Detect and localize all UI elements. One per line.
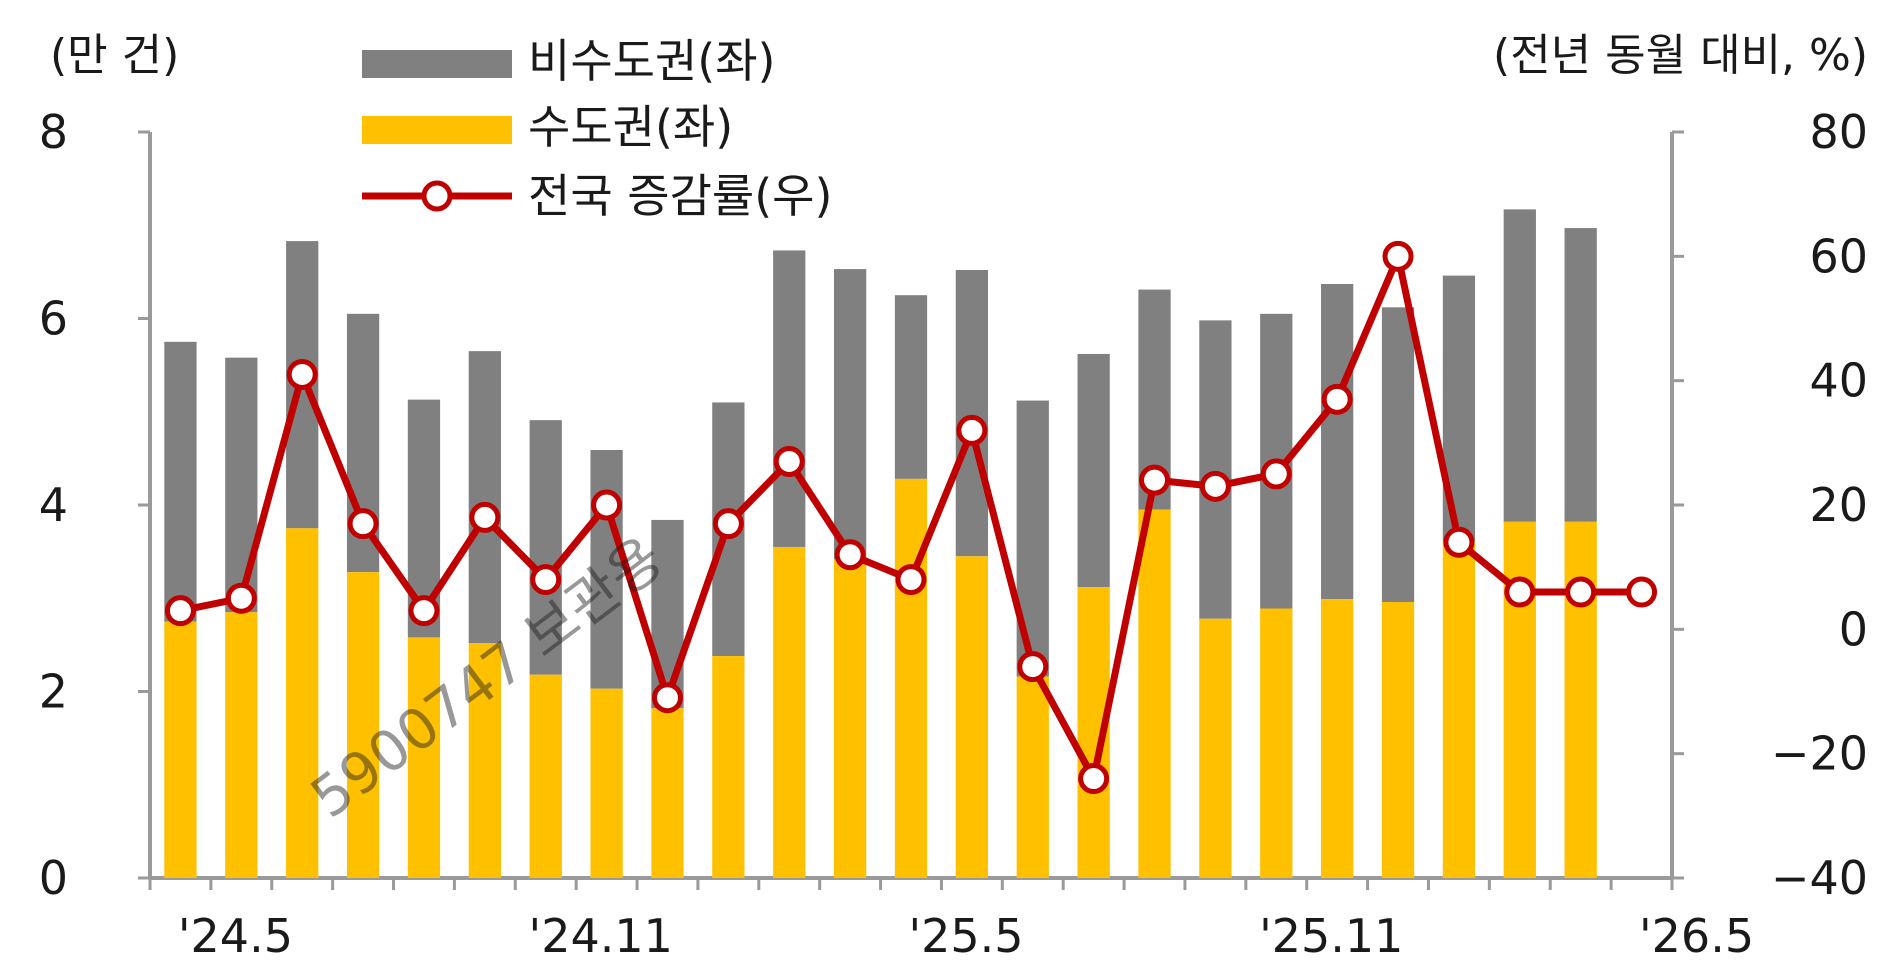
- left-axis-tick-label: 6: [39, 292, 68, 346]
- bar-non-capital: [468, 351, 501, 644]
- bar-capital: [590, 688, 623, 878]
- right-axis-unit: (전년 동월 대비, %): [1493, 30, 1868, 81]
- legend-label-national-rate: 전국 증감률(우): [528, 169, 832, 223]
- right-axis-tick-label: −20: [1771, 727, 1868, 781]
- bar-capital: [1321, 599, 1354, 878]
- x-axis-tick-label: '24.5: [178, 909, 293, 963]
- line-point-national-rate: [651, 682, 683, 714]
- bar-capital: [1503, 521, 1536, 878]
- bar-non-capital: [1321, 283, 1354, 600]
- bar-capital: [894, 478, 928, 878]
- line-point-national-rate: [591, 489, 623, 521]
- bar-non-capital: [529, 420, 562, 675]
- x-axis-tick-label: '25.5: [908, 909, 1023, 963]
- left-axis-tick-label: 8: [39, 105, 68, 159]
- bar-capital: [712, 656, 745, 878]
- right-axis-tick-label: 40: [1809, 354, 1868, 408]
- line-point-national-rate: [225, 582, 257, 614]
- bar-capital: [1564, 521, 1597, 878]
- x-axis-tick-label: '24.11: [529, 909, 673, 963]
- legend-label-capital: 수도권(좌): [528, 100, 733, 154]
- bar-capital: [1381, 601, 1415, 878]
- bar-capital: [1260, 608, 1293, 878]
- x-axis-tick-label: '26.5: [1639, 909, 1754, 963]
- label-layer: 0 2 4 6 8 −40 −20 0 20 40 60 80 '24.5 '24.11 '25.5 '25.…: [39, 105, 1868, 963]
- bar-capital: [1016, 676, 1049, 878]
- bar-capital: [225, 612, 258, 878]
- right-axis-tick-label: 20: [1809, 478, 1868, 532]
- line-point-national-rate: [347, 508, 379, 540]
- line-point-national-rate: [834, 539, 866, 571]
- line-point-national-rate: [1321, 383, 1353, 415]
- bar-capital: [773, 546, 806, 878]
- line-point-national-rate: [1565, 576, 1597, 608]
- line-point-national-rate: [530, 564, 562, 596]
- line-point-national-rate: [1078, 763, 1110, 795]
- line-point-national-rate: [164, 595, 196, 627]
- legend-swatch-non-capital: [362, 50, 512, 78]
- line-point-national-rate: [286, 358, 318, 390]
- left-axis-tick-label: 4: [39, 478, 68, 532]
- bar-non-capital: [651, 519, 684, 709]
- right-axis-tick-label: −40: [1771, 851, 1868, 905]
- left-axis-unit: (만 건): [50, 30, 179, 81]
- right-axis-tick-label: 80: [1809, 105, 1868, 159]
- bar-capital: [407, 637, 441, 878]
- legend: 비수도권(좌) 수도권(좌) 전국 증감률(우): [362, 34, 832, 223]
- legend-label-non-capital: 비수도권(좌): [528, 34, 776, 88]
- bar-capital: [1199, 618, 1232, 878]
- bar-capital: [1442, 541, 1476, 878]
- legend-marker-national-rate: [421, 180, 453, 212]
- line-point-national-rate: [1443, 526, 1475, 558]
- line-point-national-rate: [1017, 651, 1049, 683]
- bar-capital: [286, 528, 319, 878]
- line-layer: [164, 240, 1658, 795]
- bar-capital: [833, 559, 867, 878]
- bar-non-capital: [164, 341, 197, 622]
- legend-swatch-capital: [362, 116, 512, 144]
- bar-capital: [651, 708, 684, 878]
- line-point-national-rate: [712, 508, 744, 540]
- line-point-national-rate: [1260, 458, 1292, 490]
- bar-capital: [468, 643, 501, 878]
- bar-capital: [1138, 509, 1171, 878]
- right-axis-tick-label: 60: [1809, 229, 1868, 283]
- bar-capital: [955, 556, 989, 878]
- line-point-national-rate: [1199, 470, 1231, 502]
- bar-non-capital: [833, 269, 867, 560]
- bar-capital: [164, 621, 197, 878]
- bar-non-capital: [955, 270, 989, 557]
- line-point-national-rate: [408, 595, 440, 627]
- line-point-national-rate: [1139, 464, 1171, 496]
- x-axis-tick-label: '25.11: [1259, 909, 1403, 963]
- line-point-national-rate: [1626, 576, 1658, 608]
- bar-non-capital: [773, 250, 806, 547]
- line-point-national-rate: [1382, 240, 1414, 272]
- right-axis-tick-label: 0: [1839, 602, 1868, 656]
- bar-non-capital: [1564, 228, 1597, 522]
- line-point-national-rate: [956, 414, 988, 446]
- bar-capital: [529, 674, 562, 878]
- bar-non-capital: [1381, 307, 1415, 602]
- bar-capital: [346, 572, 380, 878]
- left-axis-tick-label: 0: [39, 851, 68, 905]
- bar-non-capital: [1077, 353, 1110, 588]
- bar-non-capital: [225, 357, 258, 613]
- left-axis-tick-label: 2: [39, 665, 68, 719]
- bar-non-capital: [1199, 320, 1232, 619]
- line-point-national-rate: [469, 501, 501, 533]
- line-point-national-rate: [773, 445, 805, 477]
- line-point-national-rate: [1504, 576, 1536, 608]
- line-point-national-rate: [895, 564, 927, 596]
- bar-non-capital: [894, 295, 928, 479]
- bar-non-capital: [1503, 209, 1536, 522]
